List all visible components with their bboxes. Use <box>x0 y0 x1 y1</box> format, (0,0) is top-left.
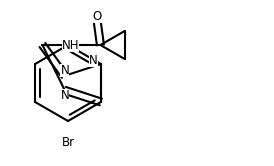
Text: N: N <box>60 64 69 77</box>
Text: O: O <box>93 9 102 23</box>
Text: NH: NH <box>62 39 79 51</box>
Text: N: N <box>89 53 98 67</box>
Text: Br: Br <box>61 136 75 149</box>
Text: N: N <box>60 89 69 102</box>
